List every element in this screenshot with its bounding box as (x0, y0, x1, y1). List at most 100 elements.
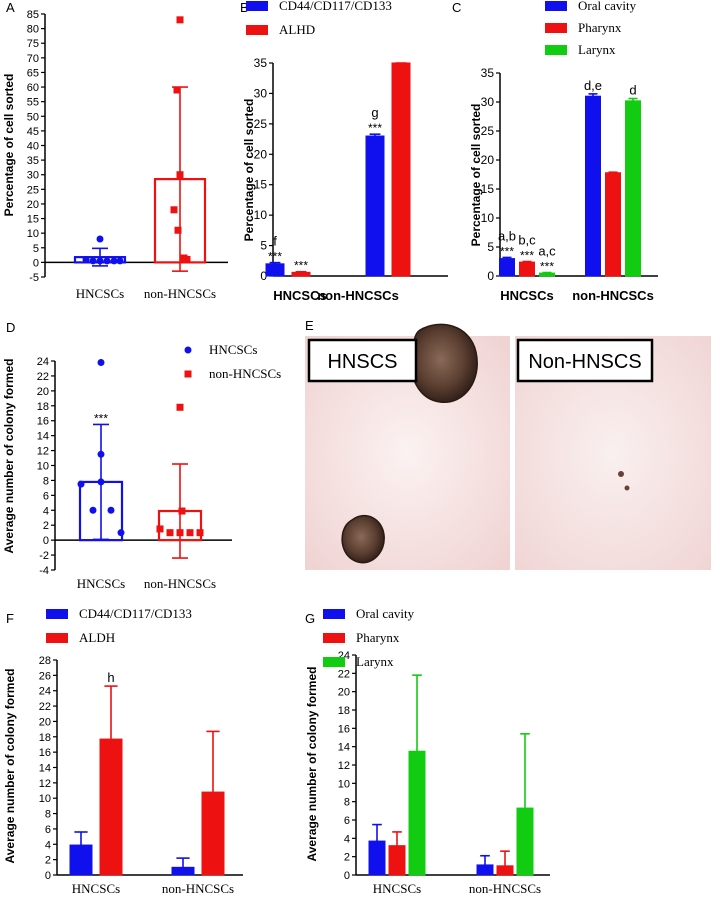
category-label: non-HNCSCs (469, 881, 541, 896)
legend-swatch (323, 609, 345, 619)
data-point (89, 506, 97, 514)
category-label: HNCSCs (76, 286, 124, 301)
data-point (174, 226, 182, 234)
y-axis-label: Percentage of cell sorted (242, 99, 256, 242)
y-tick-label: 5 (260, 239, 267, 253)
y-tick-label: 10 (481, 211, 495, 225)
y-tick-label: 45 (27, 126, 39, 138)
bar (519, 261, 535, 277)
y-tick-label: 50 (27, 111, 39, 123)
y-tick-label: 35 (481, 66, 495, 80)
non-hnscs-label-box (516, 338, 654, 383)
category-label: non-HNCSCs (144, 286, 216, 301)
y-tick-label: 8 (45, 809, 51, 821)
data-point (96, 235, 104, 243)
colony-large (410, 323, 478, 403)
y-tick-label: 10 (338, 778, 350, 790)
y-axis-label: Average number of colony formed (3, 669, 17, 864)
data-point (170, 206, 178, 214)
legend-label: Larynx (578, 42, 616, 57)
y-tick-label: 15 (481, 182, 495, 196)
significance-label: d (629, 83, 636, 98)
bar (171, 866, 195, 876)
data-point (176, 16, 184, 24)
panel-label: B (240, 0, 249, 15)
legend-swatch (246, 25, 268, 35)
y-axis-label: Percentage of cell sorted (469, 104, 483, 247)
category-label: non-HNCSCs (144, 576, 216, 591)
y-tick-label: 12 (37, 446, 49, 458)
y-axis-label: Average number of colony formed (305, 667, 319, 862)
bar (368, 840, 386, 876)
legend-swatch (545, 23, 567, 33)
panel-label: G (305, 611, 315, 626)
data-point (89, 257, 97, 265)
data-point (82, 255, 90, 263)
significance-label: a,c (538, 244, 556, 259)
legend-label: Oral cavity (578, 0, 637, 13)
legend-swatch (184, 346, 192, 354)
y-tick-label: 85 (27, 9, 39, 21)
legend-label: Oral cavity (356, 606, 415, 621)
y-tick-label: 18 (338, 705, 350, 717)
y-tick-label: 14 (39, 763, 51, 775)
significance-label: *** (368, 121, 382, 135)
bar (625, 100, 641, 277)
y-tick-label: 30 (27, 170, 39, 182)
y-tick-label: 10 (39, 793, 51, 805)
legend-swatch (545, 1, 567, 11)
legend-swatch (323, 657, 345, 667)
y-tick-label: -5 (29, 272, 39, 284)
significance-label: a,b (498, 228, 516, 243)
y-axis-label: Percentage of cell sorted (2, 74, 16, 217)
y-tick-label: 8 (344, 797, 350, 809)
colony-photo-panel: E HNSCS Non-HNSCS (305, 318, 711, 570)
bar (516, 807, 534, 876)
significance-label: *** (294, 259, 308, 273)
y-tick-label: 2 (45, 855, 51, 867)
y-tick-label: 25 (481, 124, 495, 138)
y-tick-label: 2 (43, 520, 49, 532)
legend-swatch (246, 1, 268, 11)
y-tick-label: 70 (27, 53, 39, 65)
non-hnscs-label: Non-HNSCS (528, 351, 641, 373)
bar (585, 95, 601, 277)
y-tick-label: 0 (43, 535, 49, 547)
y-tick-label: 16 (37, 416, 49, 428)
significance-label: g (371, 105, 378, 120)
y-tick-label: 25 (27, 184, 39, 196)
legend-label: CD44/CD117/CD133 (79, 606, 192, 621)
y-tick-label: 6 (45, 824, 51, 836)
y-tick-label: 15 (254, 178, 268, 192)
y-tick-label: 26 (39, 670, 51, 682)
data-point (183, 255, 191, 263)
y-tick-label: 75 (27, 38, 39, 50)
legend-label: Pharynx (578, 20, 622, 35)
legend-swatch (46, 609, 68, 619)
significance-label: b,c (518, 233, 536, 248)
legend-label: ALHD (279, 22, 315, 37)
data-point (97, 450, 105, 458)
bar (388, 845, 406, 876)
y-tick-label: 16 (39, 747, 51, 759)
data-point (116, 257, 124, 265)
category-label: HNCSCs (77, 576, 125, 591)
data-point (186, 529, 194, 537)
y-tick-label: 18 (39, 732, 51, 744)
y-tick-label: 2 (344, 852, 350, 864)
y-tick-label: 4 (45, 839, 51, 851)
bar (476, 864, 494, 876)
y-tick-label: 12 (39, 778, 51, 790)
legend-swatch (46, 633, 68, 643)
bar (391, 62, 411, 277)
y-tick-label: 5 (33, 243, 39, 255)
category-label: non-HNCSCs (162, 881, 234, 896)
chart-g: G Average number of colony formed 0 2 4 6 8 10 1… (305, 606, 550, 896)
y-tick-label: 30 (481, 95, 495, 109)
y-tick-label: 6 (344, 815, 350, 827)
y-tick-label: 10 (254, 208, 268, 222)
category-label: non-HNCSCs (572, 288, 654, 303)
category-label: HNCSCs (72, 881, 120, 896)
y-tick-label: 14 (37, 431, 49, 443)
y-tick-label: 0 (45, 870, 51, 882)
